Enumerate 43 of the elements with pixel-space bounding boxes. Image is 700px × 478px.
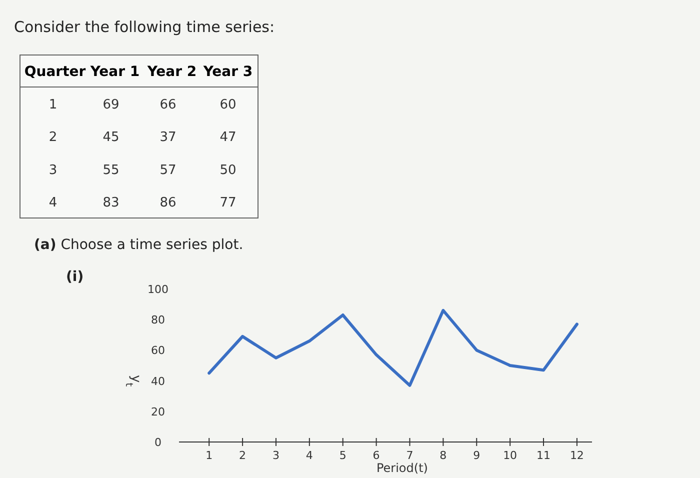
y-tick-label: 0	[154, 436, 162, 449]
x-tick-label: 4	[306, 449, 313, 462]
data-label: 86	[160, 196, 176, 211]
x-tick-label: 9	[473, 449, 480, 462]
x-tick-label: 11	[536, 449, 551, 462]
data-label: 60	[220, 97, 236, 112]
data-label: 50	[220, 162, 236, 178]
y-tick-label: 60	[151, 344, 165, 358]
x-tick-label: Year 2	[146, 64, 197, 80]
data-label: 45	[102, 130, 120, 146]
data-label: 66	[160, 97, 176, 112]
data-label: 55	[102, 162, 120, 178]
x-tick-label: 6	[372, 449, 380, 462]
x-tick-label: 2	[239, 449, 246, 462]
x-tick-label: 10	[503, 449, 518, 462]
chart-title: Consider the following time series:	[14, 18, 275, 36]
line-series	[208, 308, 578, 387]
x-tick-label: 3	[272, 449, 280, 462]
x-tick-label: 1	[206, 449, 213, 462]
chart-title: (a) Choose a time series plot.	[34, 237, 244, 253]
x-tick-label: 7	[406, 449, 414, 462]
y-tick-label: 100	[148, 283, 168, 296]
y-tick-label: 40	[151, 374, 165, 388]
data-label: 83	[102, 196, 120, 211]
chart-subtitle: (i)	[66, 269, 84, 285]
data-label: 77	[220, 196, 236, 211]
x-tick-label: Year 3	[202, 64, 253, 80]
data-label: 57	[160, 162, 176, 178]
x-axis-title: Period(t)	[376, 461, 428, 475]
x-tick-label: 8	[440, 449, 447, 462]
x-tick-label: 5	[339, 449, 346, 462]
data-label: 47	[220, 130, 236, 146]
data-label: 37	[160, 130, 176, 146]
y-tick-label: 4	[48, 196, 58, 211]
y-tick-label: 3	[48, 162, 58, 178]
x-tick-label: 12	[570, 449, 584, 462]
y-tick-label: 2	[48, 130, 58, 146]
y-tick-label: 1	[48, 97, 58, 112]
data-label: 69	[102, 97, 120, 112]
x-tick-label: Year 1	[89, 64, 140, 80]
y-tick-label: 20	[151, 405, 165, 418]
y-axis-title: Quarter	[24, 64, 86, 80]
y-tick-label: 80	[151, 314, 165, 327]
